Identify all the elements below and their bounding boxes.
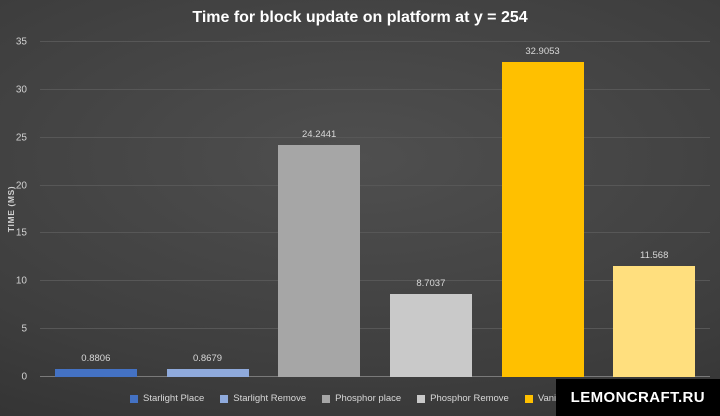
y-tick-label: 10	[15, 275, 27, 287]
bar-value-label: 32.9053	[525, 46, 560, 58]
legend-swatch	[524, 394, 533, 403]
bar-phosphor-remove	[389, 293, 472, 377]
legend-item: Phosphor Remove	[417, 393, 509, 404]
y-tick-label: 20	[15, 180, 27, 192]
gridline	[40, 328, 710, 330]
bar-slot: 11.568	[598, 42, 710, 377]
bar-starlight-remove	[166, 368, 249, 377]
gridline	[40, 41, 710, 42]
y-tick-label: 0	[21, 371, 27, 383]
bars-container: 0.8806 0.8679 24.2441 8.7037 32.9053 11.568	[40, 42, 710, 377]
y-axis-tick-labels: 0 5 10 15 20 25 30 35	[0, 37, 34, 383]
chart-title: Time for block update on platform at y =…	[192, 9, 528, 26]
legend-label: Phosphor place	[335, 393, 402, 404]
legend-item: Starlight Place	[129, 393, 205, 404]
bar-value-label: 24.2441	[302, 128, 337, 140]
bar-series-6	[613, 266, 696, 377]
legend-swatch	[322, 394, 331, 403]
gridline	[40, 376, 710, 377]
bar-phosphor-place	[278, 144, 361, 377]
legend-swatch	[220, 394, 229, 403]
bar-slot: 32.9053	[487, 42, 599, 377]
legend-label: Phosphor Remove	[430, 393, 509, 404]
legend-item: Phosphor place	[322, 393, 401, 404]
bar-vanilla-place	[501, 62, 584, 377]
legend-label: Starlight Place	[142, 393, 205, 404]
y-tick-label: 15	[15, 227, 27, 239]
bar-value-label: 11.568	[640, 250, 669, 262]
watermark: LEMONCRAFT.RU	[555, 379, 720, 416]
plot-area: 0.8806 0.8679 24.2441 8.7037 32.9053 11.568	[40, 41, 710, 377]
bar-starlight-place	[54, 368, 137, 377]
bar-value-label: 0.8679	[192, 352, 223, 364]
bar-slot: 0.8679	[152, 42, 264, 377]
legend-label: Starlight Remove	[233, 393, 307, 404]
legend-swatch	[417, 394, 426, 403]
y-tick-label: 35	[15, 36, 27, 48]
bar-slot: 24.2441	[263, 42, 375, 377]
bar-slot: 8.7037	[375, 42, 487, 377]
bar-slot: 0.8806	[40, 42, 152, 377]
gridline	[40, 184, 710, 186]
gridline	[40, 280, 710, 282]
y-tick-label: 5	[21, 323, 27, 335]
y-tick-label: 25	[15, 132, 27, 144]
legend-swatch	[129, 394, 138, 403]
gridline	[40, 136, 710, 138]
gridline	[40, 88, 710, 90]
legend-item: Starlight Remove	[220, 393, 306, 404]
bar-value-label: 8.7037	[416, 277, 446, 289]
gridline	[40, 232, 710, 234]
y-tick-label: 30	[15, 84, 27, 96]
bar-value-label: 0.8806	[81, 352, 111, 364]
